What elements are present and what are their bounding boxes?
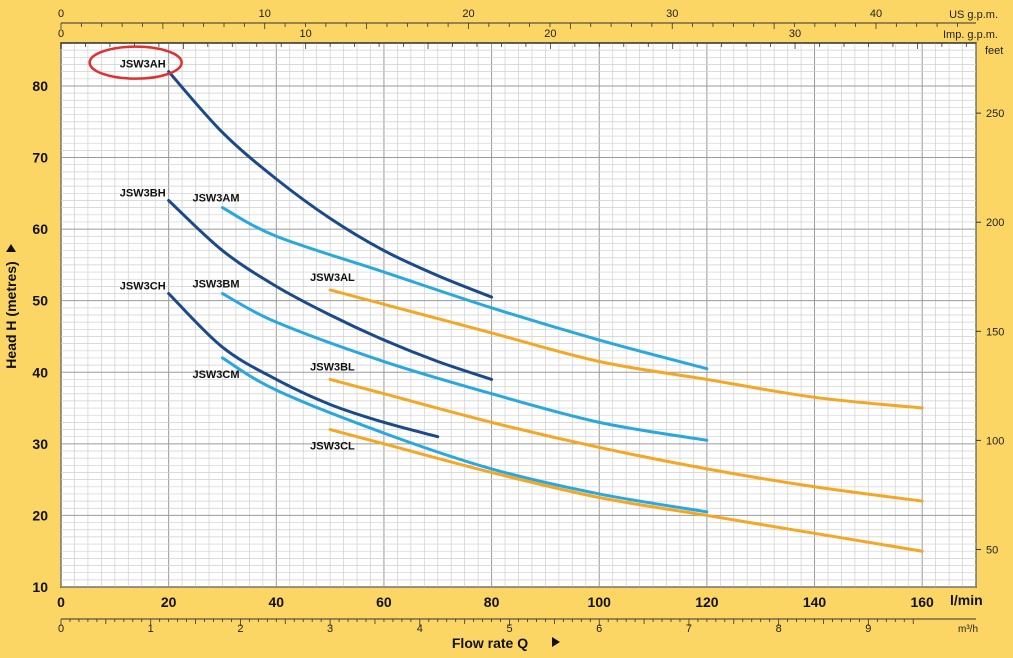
x-axis-ticks: 0 20 40 60 80 100 120 140 160 [57,594,934,610]
feet-tick-label: 50 [986,544,998,556]
m3h-tick-label: 1 [148,623,154,635]
series-label-jsw3al: JSW3AL [310,272,355,284]
us-gpm-tick-label: 0 [58,8,64,20]
series-line-jsw3am [220,206,709,371]
x-tick-label: 120 [695,594,719,610]
highlight-ellipse [88,45,183,80]
m3h-tick-label: 7 [686,623,692,635]
y-tick-label: 40 [32,364,48,380]
imp-gpm-tick-label: 20 [544,28,556,40]
x-tick-label: 140 [803,594,827,610]
series-line-jsw3cl [328,428,924,553]
imp-gpm-tick-label: 30 [789,28,801,40]
x-tick-label: 60 [376,594,392,610]
feet-tick-label: 250 [986,108,1004,120]
m3h-tick-label: 6 [596,623,602,635]
y-tick-label: 70 [32,150,48,166]
y-tick-label: 20 [32,507,48,523]
series-label-jsw3bm: JSW3BM [192,279,239,291]
us-gpm-tick-label: 20 [462,8,474,20]
imp-gpm-tick-label: 10 [300,28,312,40]
us-gpm-tick-label: 40 [870,8,882,20]
m3h-label: m³/h [958,624,978,635]
m3h-tick-label: 5 [506,623,512,635]
series-label-jsw3bh: JSW3BH [120,187,166,199]
m3h-tick-label: 9 [865,623,871,635]
series-label-jsw3cl: JSW3CL [310,441,355,453]
top-axes: US g.p.m. Imp. g.p.m. [61,9,998,44]
us-gpm-tick-label: 30 [666,8,678,20]
y-tick-label: 50 [32,293,48,309]
us-gpm-ticks: 0 10 20 30 40 [58,8,958,29]
y-axis-title: Head H (metres) [3,261,19,368]
imp-gpm-tick-label: 0 [58,28,64,40]
imp-gpm-label: Imp. g.p.m. [943,29,998,41]
series-labels: JSW3AH JSW3BH JSW3CH JSW3AM JSW3BM JSW3CM JSW3… [88,45,355,453]
grid [60,42,977,588]
m3h-tick-label: 3 [327,623,333,635]
x-unit-label: l/min [950,592,983,608]
series-label-jsw3ch: JSW3CH [120,281,166,293]
us-gpm-label: US g.p.m. [949,9,998,21]
series-label-jsw3am: JSW3AM [192,193,239,205]
x-arrow-icon [552,637,560,647]
y-tick-label: 10 [32,579,48,595]
series-group [167,70,924,553]
x-tick-label: 40 [269,594,285,610]
y-arrow-icon [6,244,16,252]
feet-label: feet [985,45,1003,57]
us-gpm-tick-label: 10 [259,8,271,20]
x-tick-label: 0 [57,594,65,610]
m3h-tick-label: 0 [58,623,64,635]
m3h-tick-label: 8 [776,623,782,635]
series-line-jsw3bm [220,292,709,442]
m3h-tick-label: 2 [237,623,243,635]
series-line-jsw3bl [328,377,924,503]
y-tick-label: 30 [32,436,48,452]
m3h-tick-label: 4 [417,623,423,635]
x-axis-title: Flow rate Q [452,635,528,651]
series-label-jsw3ah: JSW3AH [120,59,166,71]
y-tick-label: 60 [32,221,48,237]
x-tick-label: 80 [484,594,500,610]
series-line-jsw3cm [220,356,709,514]
series-line-jsw3bh [167,198,494,381]
series-line-jsw3ah [167,70,494,299]
x-tick-label: 160 [910,594,934,610]
y-axis-ticks: 10 20 30 40 50 60 70 80 [32,78,48,595]
series-line-jsw3ch [167,292,440,439]
feet-axis-ticks: 50 100 150 200 250 [976,108,1004,556]
x-tick-label: 100 [588,594,612,610]
m3h-ticks: 0 1 2 3 4 5 6 7 8 9 [58,619,914,635]
feet-tick-label: 150 [986,326,1004,338]
y-tick-label: 80 [32,78,48,94]
series-label-jsw3bl: JSW3BL [310,361,355,373]
feet-tick-label: 100 [986,435,1004,447]
series-line-jsw3al [328,288,924,410]
x-tick-label: 20 [161,594,177,610]
feet-tick-label: 200 [986,217,1004,229]
series-label-jsw3cm: JSW3CM [192,369,239,381]
imp-gpm-ticks: 0 10 20 30 [58,28,967,49]
